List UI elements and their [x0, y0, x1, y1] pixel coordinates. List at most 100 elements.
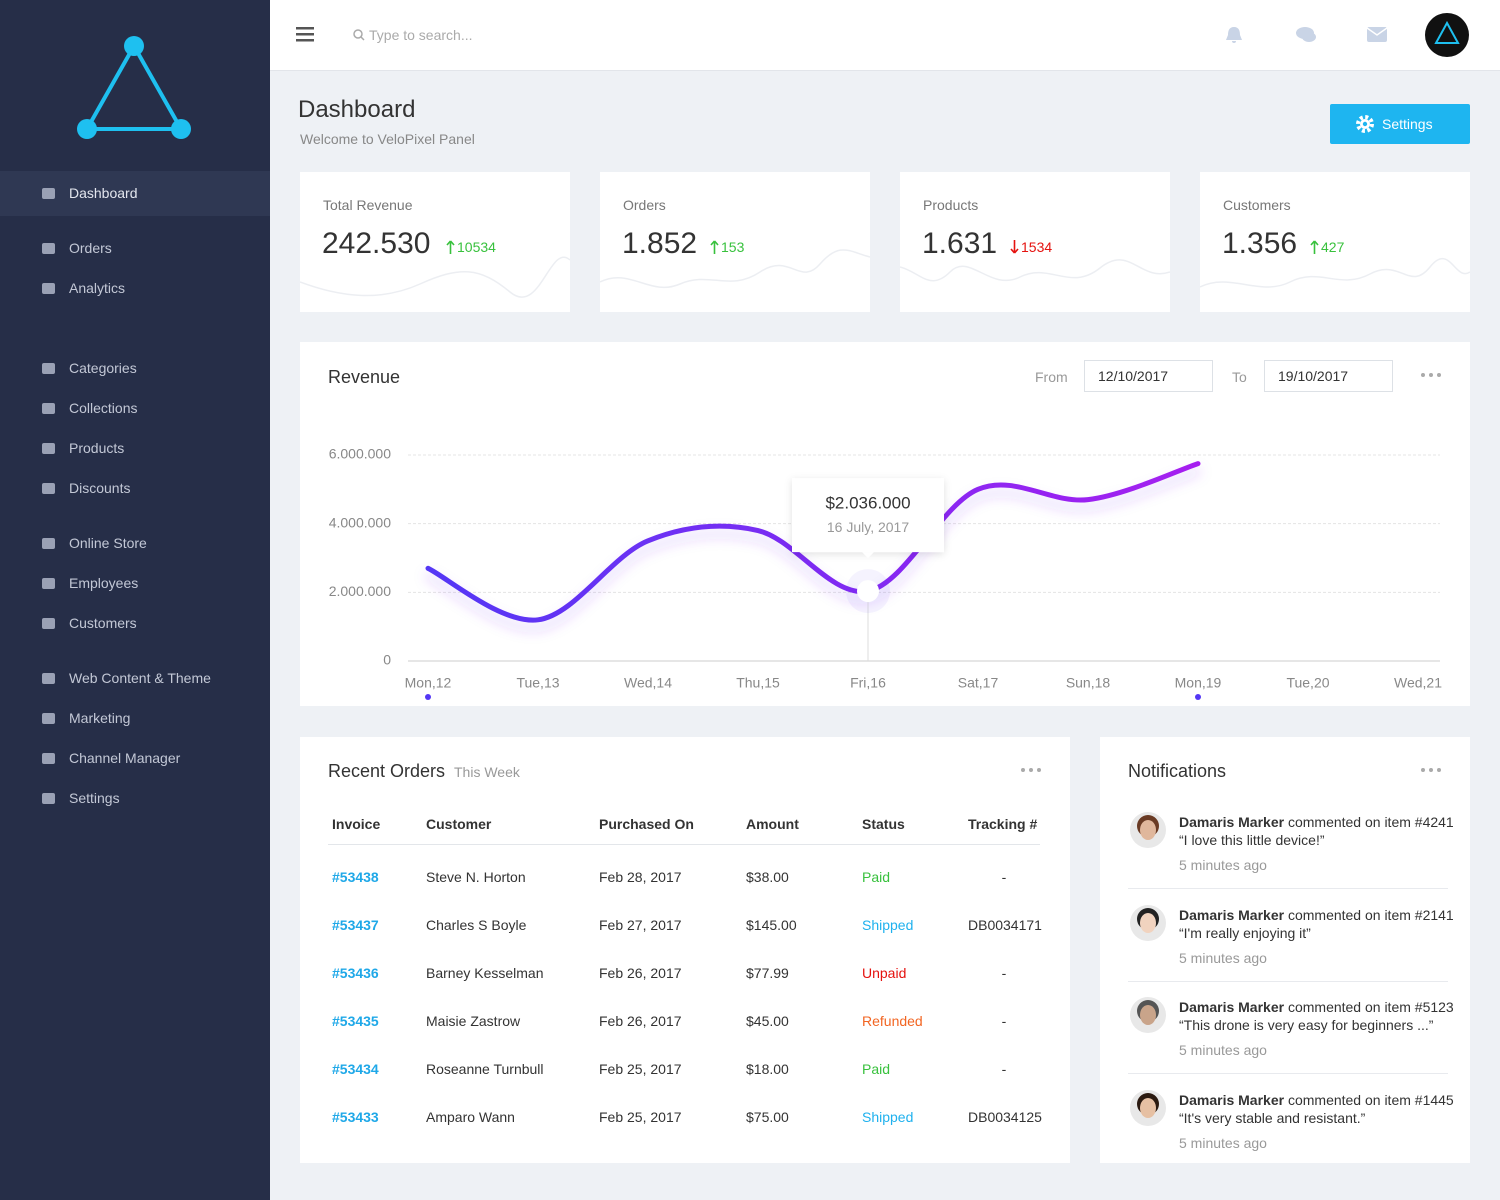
status-cell: Shipped — [862, 917, 914, 933]
invoice-cell[interactable]: #53433 — [332, 1109, 379, 1125]
tooltip-date: 16 July, 2017 — [827, 519, 909, 535]
invoice-cell[interactable]: #53437 — [332, 917, 379, 933]
nav-item[interactable]: Channel Manager — [0, 736, 270, 781]
status-cell: Paid — [862, 869, 891, 885]
nav-item[interactable]: Collections — [0, 386, 270, 431]
nav-item[interactable]: Employees — [0, 561, 270, 606]
nav-item[interactable]: Products — [0, 426, 270, 471]
notification-time: 5 minutes ago — [1179, 857, 1267, 873]
nav-item[interactable]: Marketing — [0, 696, 270, 741]
date-cell: Feb 25, 2017 — [599, 1109, 682, 1125]
more-icon[interactable] — [1420, 372, 1442, 378]
column-header: Invoice — [332, 816, 381, 832]
stat-label: Customers — [1223, 197, 1291, 213]
stat-value: 1.356 — [1222, 227, 1298, 260]
stat-change: 10534 — [446, 239, 496, 255]
nav-icon — [42, 443, 55, 454]
x-tick-label: Thu,15 — [736, 675, 780, 691]
settings-button[interactable]: Settings — [1330, 104, 1470, 144]
nav-item[interactable]: Analytics — [0, 266, 270, 311]
nav-item[interactable]: Orders — [0, 226, 270, 271]
status-cell: Refunded — [862, 1013, 923, 1029]
notification-quote: “I'm really enjoying it” — [1179, 924, 1311, 941]
stat-label: Orders — [623, 197, 666, 213]
panel-subtitle: This Week — [454, 764, 520, 780]
from-date[interactable]: 12/10/2017 — [1084, 360, 1213, 392]
column-header: Amount — [746, 816, 799, 832]
avatar-face — [1140, 1005, 1156, 1025]
nav-label: Orders — [69, 240, 112, 256]
invoice-cell[interactable]: #53438 — [332, 869, 379, 885]
nav-icon — [42, 538, 55, 549]
customer-cell: Charles S Boyle — [426, 917, 527, 933]
nav-label: Categories — [69, 360, 137, 376]
invoice-cell[interactable]: #53434 — [332, 1061, 379, 1077]
user-avatar[interactable] — [1424, 12, 1470, 58]
chat-icon[interactable] — [1295, 25, 1317, 45]
hover-point — [857, 580, 879, 603]
spark-path — [300, 256, 570, 298]
date-cell: Feb 27, 2017 — [599, 917, 682, 933]
nav-icon — [42, 673, 55, 684]
search-icon — [353, 29, 365, 41]
nav-label: Employees — [69, 575, 139, 591]
column-header: Tracking # — [968, 816, 1038, 832]
amount-cell: $45.00 — [746, 1013, 789, 1029]
tracking-cell: - — [1001, 965, 1007, 981]
nav-icon — [42, 578, 55, 589]
nav-label: Customers — [69, 615, 137, 631]
x-tick-label: Fri,16 — [850, 675, 886, 691]
nav-icon — [42, 793, 55, 804]
notification-action: commented on item #1445 — [1284, 1091, 1454, 1108]
more-icon[interactable] — [1420, 767, 1442, 773]
logo — [77, 36, 191, 139]
more-icon[interactable] — [1020, 767, 1042, 773]
panel-title: Recent Orders — [328, 761, 446, 781]
nav-label: Marketing — [69, 710, 131, 726]
header-divider — [328, 844, 1040, 845]
nav-icon — [42, 618, 55, 629]
bell-icon[interactable] — [1224, 25, 1244, 45]
revenue-chart: 0 2.000.000 4.000.000 6.000.000 Mon,12 Tue,13… — [329, 446, 1442, 700]
amount-cell: $75.00 — [746, 1109, 789, 1125]
notification-action: commented on item #5123 — [1284, 999, 1454, 1015]
nav-item[interactable]: Discounts — [0, 466, 270, 511]
nav-label: Online Store — [69, 535, 147, 551]
notification-name: Damaris Marker — [1179, 999, 1285, 1015]
revenue-line — [425, 461, 1201, 623]
arrow — [446, 240, 455, 254]
sidebar: Dashboard Orders Analytics Categories Collec… — [0, 0, 270, 1200]
date-cell: Feb 25, 2017 — [599, 1061, 682, 1077]
nav-icon — [42, 403, 55, 414]
stat-change: 153 — [710, 239, 744, 255]
mail-icon[interactable] — [1367, 27, 1387, 43]
nav-item[interactable]: Customers — [0, 601, 270, 646]
customer-cell: Roseanne Turnbull — [426, 1061, 544, 1077]
nav-item[interactable]: Web Content & Theme — [0, 656, 270, 701]
invoice-cell[interactable]: #53435 — [332, 1013, 379, 1029]
invoice-cell[interactable]: #53436 — [332, 965, 379, 981]
menu-icon[interactable] — [296, 27, 314, 43]
nav-icon — [42, 753, 55, 764]
nav-item[interactable]: Categories — [0, 346, 270, 391]
tracking-cell: - — [1001, 1061, 1007, 1077]
nav-item[interactable]: Online Store — [0, 521, 270, 566]
divider — [1128, 980, 1448, 982]
nav-label: Products — [69, 440, 125, 456]
to-label: To — [1232, 369, 1247, 385]
y-tick-label: 0 — [383, 652, 391, 668]
to-date[interactable]: 19/10/2017 — [1264, 360, 1393, 392]
column-header: Status — [862, 816, 905, 832]
stat-card: Orders 1.852 153 — [600, 172, 870, 312]
search-input[interactable]: Type to search... — [369, 27, 473, 43]
nav-item[interactable]: Settings — [0, 776, 270, 821]
amount-cell: $38.00 — [746, 869, 789, 885]
nav-icon — [42, 713, 55, 724]
amount-cell: $77.99 — [746, 965, 789, 981]
spark-path — [900, 259, 1170, 282]
nav-item[interactable]: Dashboard — [0, 171, 270, 216]
stat-label: Products — [923, 197, 979, 213]
notification-text: Damaris Marker commented on item #2141 — [1179, 907, 1454, 923]
nav-icon — [42, 243, 55, 254]
y-tick-label: 2.000.000 — [329, 583, 391, 599]
